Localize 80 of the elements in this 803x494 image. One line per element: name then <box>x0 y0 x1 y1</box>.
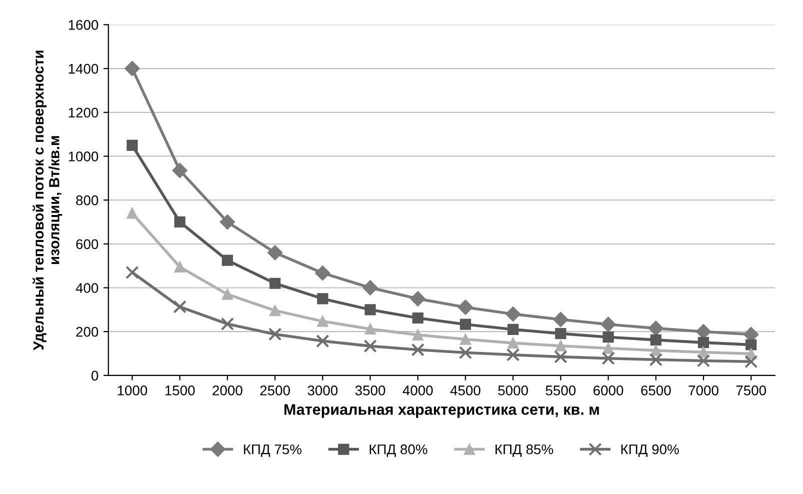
x-tick-label: 5000 <box>498 386 528 396</box>
point <box>555 340 566 352</box>
point <box>364 339 377 353</box>
y-tick-label: 800 <box>76 195 98 206</box>
y-axis-title: Удельный тепловой поток с поверхности изоляции, Вт/кв.м <box>32 50 62 350</box>
point <box>508 324 519 335</box>
point <box>649 353 662 366</box>
point <box>126 266 139 280</box>
y-tick-label: 200 <box>76 326 98 337</box>
x-tick-label: 3500 <box>355 386 386 396</box>
point <box>222 288 233 300</box>
point <box>698 337 710 348</box>
legend-label: КПД 80% <box>370 444 428 457</box>
point <box>126 140 138 151</box>
point <box>458 300 474 315</box>
point <box>744 355 758 368</box>
x-tick-label: 4500 <box>450 386 480 396</box>
point <box>460 318 472 330</box>
point <box>220 317 234 331</box>
point <box>126 208 138 219</box>
legend-label: КПД 75% <box>244 444 302 457</box>
point <box>412 312 424 324</box>
point <box>364 304 376 316</box>
x-tick-label: 1500 <box>165 386 195 396</box>
point <box>267 245 283 260</box>
point <box>602 332 614 343</box>
point <box>458 346 472 360</box>
point <box>410 291 426 306</box>
point <box>460 334 472 345</box>
point <box>506 348 520 362</box>
x-tick-label: 6500 <box>641 386 671 396</box>
point <box>174 261 186 272</box>
point <box>602 352 615 365</box>
point <box>124 60 140 76</box>
x-tick-label: 6000 <box>594 386 624 396</box>
point <box>508 337 519 349</box>
point <box>505 306 521 322</box>
x-tick-label: 3000 <box>308 386 338 396</box>
y-tick-label: 0 <box>92 370 98 381</box>
point <box>317 293 328 304</box>
point <box>555 328 566 340</box>
point <box>364 323 376 335</box>
point <box>222 254 233 266</box>
y-tick-label: 1000 <box>68 152 98 162</box>
point <box>269 304 281 316</box>
point <box>268 328 282 341</box>
y-tick-label: 600 <box>76 239 98 250</box>
y-tick-label: 1600 <box>68 20 98 30</box>
point <box>362 280 378 296</box>
x-axis-title: Материальная характеристика сети, кв. м <box>284 404 599 418</box>
x-tick-label: 7000 <box>688 386 718 396</box>
point <box>173 300 186 314</box>
y-tick-label: 400 <box>76 283 98 293</box>
point <box>746 339 757 350</box>
point <box>600 316 616 332</box>
y-tick-label: 1400 <box>68 64 98 74</box>
legend-label: КПД 85% <box>496 444 554 457</box>
x-tick-label: 4000 <box>402 386 433 396</box>
point <box>317 316 328 327</box>
point <box>650 334 662 346</box>
point <box>316 334 330 348</box>
x-tick-label: 2500 <box>260 386 290 396</box>
point <box>220 214 235 230</box>
point <box>411 343 424 356</box>
point <box>696 354 710 368</box>
point <box>315 266 330 281</box>
x-tick-label: 7500 <box>736 386 766 396</box>
point <box>602 342 614 354</box>
point <box>174 216 186 228</box>
x-tick-label: 2000 <box>212 386 242 396</box>
legend-label: КПД 90% <box>621 444 679 457</box>
y-tick-label: 1200 <box>68 108 98 118</box>
point <box>269 278 281 289</box>
point <box>553 312 568 328</box>
point <box>554 350 568 364</box>
x-tick-label: 5500 <box>546 386 576 396</box>
point <box>172 162 188 178</box>
point <box>648 320 664 336</box>
point <box>412 329 424 340</box>
x-tick-label: 1000 <box>118 386 148 396</box>
